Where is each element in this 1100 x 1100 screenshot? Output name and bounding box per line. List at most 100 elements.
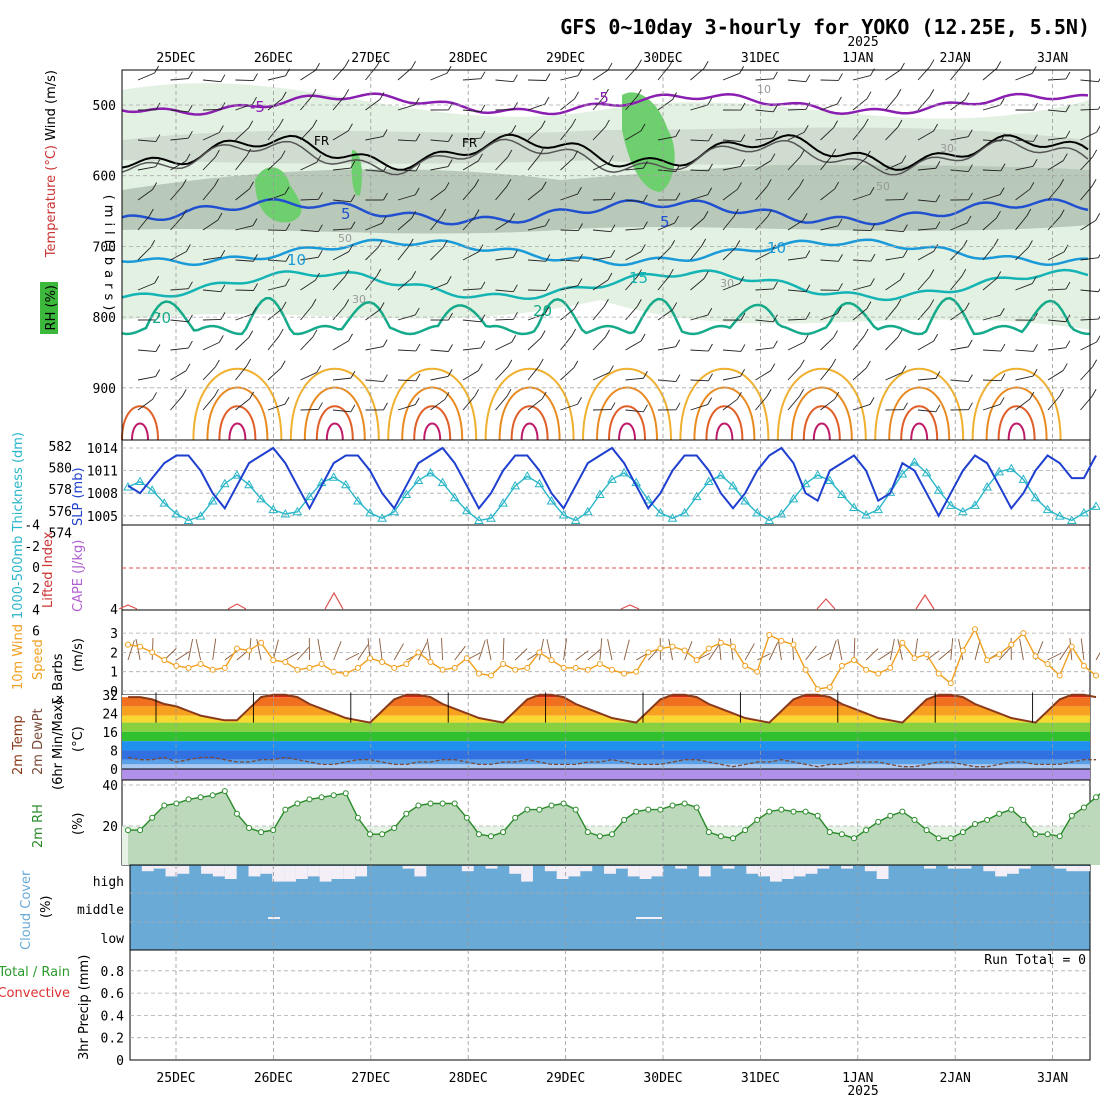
wind-barb-flag xyxy=(538,148,544,157)
wind10-point xyxy=(923,651,930,658)
wind-barb-flag xyxy=(772,130,778,139)
wind-barb-flag xyxy=(311,298,317,307)
wind-barb-flag xyxy=(350,160,356,169)
cloud-clear-cell xyxy=(165,866,178,877)
wind-barb-flag xyxy=(773,104,778,113)
rh-tick: 20 xyxy=(102,820,118,835)
thickness-point xyxy=(679,507,690,517)
wind10-barb xyxy=(1080,638,1085,661)
temp-band xyxy=(122,722,1090,732)
wind-barb xyxy=(592,69,609,81)
rh-point xyxy=(693,804,700,811)
cloud-clear-cell xyxy=(307,866,320,877)
wind-barb xyxy=(365,379,384,382)
wind-barb xyxy=(397,217,412,231)
contour-minus5 xyxy=(121,92,1089,116)
rh-point xyxy=(1020,816,1027,823)
wind-barb-flag xyxy=(511,125,517,133)
cloud-clear-cell xyxy=(805,866,818,874)
wind-barb xyxy=(592,229,611,233)
wind-barb xyxy=(430,139,449,142)
wind10-point xyxy=(1008,641,1015,648)
temp-line xyxy=(128,693,1097,724)
wind10-barb xyxy=(1095,652,1100,661)
wind-barb xyxy=(202,395,215,411)
wind10-point xyxy=(1020,630,1027,637)
wind10-tick: 3 xyxy=(110,627,118,642)
wind10-point xyxy=(209,666,216,673)
wind-barb-flag xyxy=(415,343,421,352)
cloud-clear-cell xyxy=(461,866,474,872)
wind-barb xyxy=(1015,247,1029,261)
wind-barb xyxy=(365,98,381,111)
wind-barb-flag xyxy=(480,130,486,139)
wind-barb-flag xyxy=(1000,163,1006,172)
wind10-point xyxy=(814,686,821,693)
rh2m-axis-label: 2m RH xyxy=(31,804,46,848)
rh-point xyxy=(766,808,773,815)
contour-label: -5 xyxy=(250,98,265,116)
cloud-clear-cell xyxy=(615,866,628,869)
wind-barb xyxy=(625,130,642,141)
wind-barb xyxy=(202,366,216,381)
wind-barb xyxy=(592,256,611,261)
thickness-point xyxy=(534,478,545,488)
wind-barb xyxy=(820,259,839,262)
year-label-top: 2025 xyxy=(847,35,878,50)
wind-barb-flag xyxy=(739,276,745,284)
rh-green-patch-3 xyxy=(351,150,362,196)
wind10-point xyxy=(306,664,313,671)
wind10-point xyxy=(342,670,349,677)
wind10-point xyxy=(935,670,942,677)
temp-band xyxy=(122,715,1090,723)
wind-barb xyxy=(885,162,903,171)
wind-barb xyxy=(332,251,350,261)
wind-barb xyxy=(950,275,963,291)
cloud-clear-cell xyxy=(722,866,735,869)
precip-axis-label: 3hr Precip (mm) xyxy=(77,955,92,1060)
wind-barb-flag xyxy=(215,149,220,158)
temp-band xyxy=(122,750,1090,760)
wind-barb-flag xyxy=(411,271,417,279)
wind-barb-flag xyxy=(740,344,746,352)
cloud-clear-cell xyxy=(1066,866,1079,872)
wind-barb xyxy=(787,341,805,351)
rh-point xyxy=(536,806,543,813)
cloud-clear-cell xyxy=(675,866,688,869)
thickness-markers xyxy=(123,457,1100,524)
wind-barb xyxy=(332,377,351,381)
wind-barb-flag xyxy=(253,283,258,291)
wind10-point xyxy=(717,639,724,646)
warm-lobe-contour xyxy=(218,405,257,441)
wind-barb xyxy=(527,225,546,231)
wind-barb-flag xyxy=(968,164,973,172)
wind-barb-flag xyxy=(643,160,648,169)
wind-barb xyxy=(462,288,481,291)
wind10-point xyxy=(959,647,966,654)
wind-barb xyxy=(1080,257,1099,261)
warm-lobe-contour xyxy=(121,405,159,441)
rh-point xyxy=(367,831,373,838)
contour-10 xyxy=(121,238,1089,267)
wind-barb xyxy=(495,131,512,141)
thickness-axis-label: 1000-500mb Thickness (dm) xyxy=(11,432,26,619)
wind-barb xyxy=(1015,398,1031,411)
wind-barb xyxy=(430,282,448,291)
precip-tick: 0.4 xyxy=(101,1009,125,1024)
wind10-ticks: 3 2 1 0 xyxy=(110,627,118,700)
cloud-clear-cell xyxy=(177,866,190,874)
wind-barb xyxy=(755,160,772,171)
cloud-clear-cell xyxy=(141,866,154,872)
wind-barb xyxy=(885,372,903,381)
wind10-point xyxy=(754,668,761,675)
rh-point xyxy=(427,800,434,807)
wind10-barb xyxy=(176,651,190,661)
wind-barb-flag xyxy=(766,389,772,397)
wind-barb-flag xyxy=(1065,340,1071,348)
wind-barb-flag xyxy=(381,215,387,224)
slp-panel: 1014 1011 1008 1005 582 580 578 576 574 xyxy=(49,439,1100,541)
wind-barb-flag xyxy=(316,155,322,163)
wind-barb xyxy=(625,66,638,81)
wind-barb xyxy=(202,156,216,171)
wind-barb-flag xyxy=(414,307,420,316)
